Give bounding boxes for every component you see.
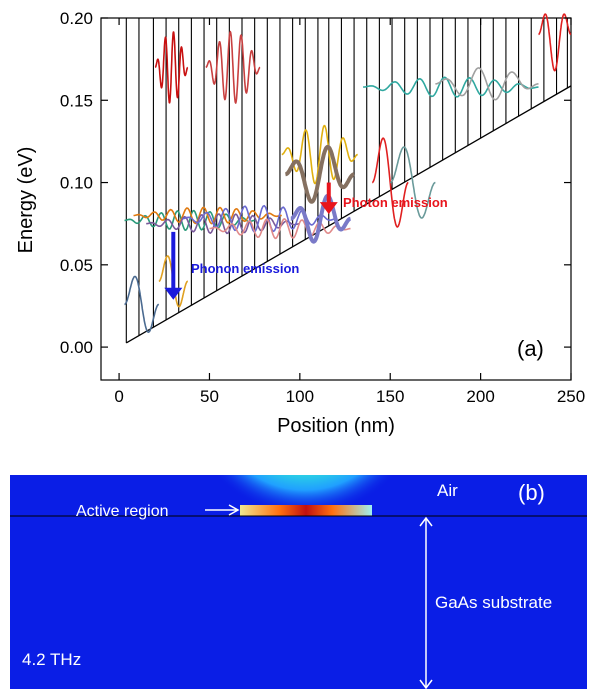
wavefunction-9: [284, 144, 356, 204]
x-tick-label: 150: [376, 387, 404, 406]
y-tick-label: 0.05: [60, 256, 93, 275]
wavefunction-7: [289, 193, 352, 244]
wavefunction-3: [133, 206, 282, 225]
wavefunctions: [124, 13, 572, 334]
photon-emission-label: Photon emission: [343, 195, 448, 210]
active-region-label: Active region: [76, 503, 169, 520]
wavefunction-6: [209, 218, 351, 240]
x-axis-title: Position (nm): [277, 415, 395, 437]
transition-arrow-head: [164, 287, 183, 300]
x-tick-label: 0: [114, 387, 123, 406]
substrate-label: GaAs substrate: [435, 593, 552, 612]
wavefunction-15: [435, 67, 539, 101]
y-tick-label: 0.15: [60, 91, 93, 110]
y-tick-label: 0.00: [60, 338, 93, 357]
air-label: Air: [437, 481, 458, 500]
wavefunction-14: [363, 76, 539, 98]
axes: 0 50 100 150 200 250 0.00 0.05 0.10 0.15 0.20: [60, 9, 585, 406]
wavefunction-16: [537, 13, 572, 72]
active-region: [240, 505, 372, 516]
band-structure: [125, 18, 572, 344]
wavefunction-8: [281, 124, 358, 185]
y-tick-label: 0.20: [60, 9, 93, 28]
frequency-label: 4.2 THz: [22, 650, 81, 669]
panel-a-label: (a): [517, 336, 544, 361]
wavefunction-0: [124, 275, 160, 334]
x-tick-label: 250: [557, 387, 585, 406]
substrate-depth-arrow: [419, 516, 433, 689]
conduction-band-edge: [125, 85, 572, 344]
wavefunction-12: [154, 31, 189, 104]
wavefunction-11: [389, 146, 436, 219]
panel-b-label: (b): [518, 480, 545, 505]
panel-b: Air (b) Active region GaAs substrate 4.2…: [10, 475, 587, 689]
phonon-emission-label: Phonon emission: [191, 261, 299, 276]
transition-arrows: [164, 182, 338, 300]
y-axis-title: Energy (eV): [15, 147, 37, 254]
y-tick-label: 0.10: [60, 174, 93, 193]
panel-a: 0 50 100 150 200 250 0.00 0.05 0.10 0.15 0.20 Phot…: [15, 9, 585, 437]
wavefunction-4: [146, 213, 300, 235]
wavefunction-13: [205, 30, 261, 104]
transition-arrow-head: [319, 202, 338, 215]
x-tick-label: 100: [286, 387, 314, 406]
active-region-arrow: [205, 504, 240, 516]
wavefunction-5: [182, 204, 337, 233]
x-tick-label: 50: [200, 387, 219, 406]
x-tick-label: 200: [466, 387, 494, 406]
